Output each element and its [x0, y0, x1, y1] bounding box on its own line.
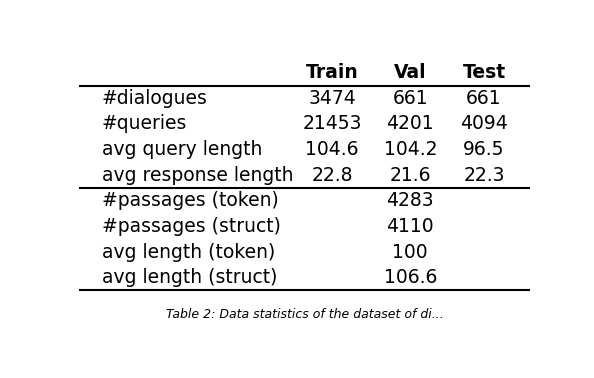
Text: Val: Val	[394, 63, 426, 82]
Text: avg length (token): avg length (token)	[102, 243, 275, 262]
Text: avg length (struct): avg length (struct)	[102, 268, 277, 287]
Text: Train: Train	[306, 63, 358, 82]
Text: 106.6: 106.6	[384, 268, 437, 287]
Text: avg query length: avg query length	[102, 140, 262, 159]
Text: Table 2: Data statistics of the dataset of di...: Table 2: Data statistics of the dataset …	[166, 308, 443, 321]
Text: 104.6: 104.6	[305, 140, 359, 159]
Text: 96.5: 96.5	[463, 140, 505, 159]
Text: #passages (token): #passages (token)	[102, 191, 279, 210]
Text: 104.2: 104.2	[384, 140, 437, 159]
Text: #queries: #queries	[102, 115, 187, 133]
Text: 4094: 4094	[460, 115, 508, 133]
Text: 22.3: 22.3	[463, 166, 505, 185]
Text: 21453: 21453	[302, 115, 362, 133]
Text: 3474: 3474	[308, 89, 356, 108]
Text: 661: 661	[466, 89, 502, 108]
Text: #dialogues: #dialogues	[102, 89, 208, 108]
Text: #passages (struct): #passages (struct)	[102, 217, 281, 236]
Text: 661: 661	[393, 89, 428, 108]
Text: Test: Test	[462, 63, 505, 82]
Text: 4110: 4110	[387, 217, 434, 236]
Text: 4201: 4201	[387, 115, 434, 133]
Text: avg response length: avg response length	[102, 166, 293, 185]
Text: 21.6: 21.6	[390, 166, 431, 185]
Text: 100: 100	[393, 243, 428, 262]
Text: 22.8: 22.8	[311, 166, 353, 185]
Text: 4283: 4283	[387, 191, 434, 210]
